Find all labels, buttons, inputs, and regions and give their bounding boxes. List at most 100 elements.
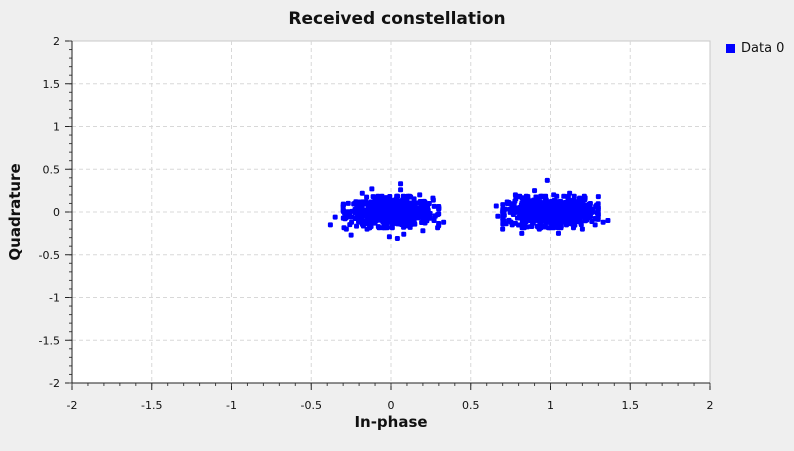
data-point xyxy=(345,200,351,206)
data-point xyxy=(403,221,409,227)
x-tick-label: 0 xyxy=(388,399,395,412)
data-point xyxy=(360,201,366,207)
legend: Data 0 xyxy=(726,41,784,56)
axes: -2 -1.5 -1 -0.5 0 0.5 1 1.5 2 2 1.5 1 0.5 0 -0.5 -1 -1.5… xyxy=(39,35,714,412)
data-point xyxy=(413,209,419,215)
data-point xyxy=(441,219,447,225)
data-point xyxy=(420,216,426,222)
data-point xyxy=(416,200,422,206)
data-point xyxy=(544,177,550,183)
data-point xyxy=(404,196,410,202)
data-point xyxy=(391,218,397,224)
data-point xyxy=(595,205,601,211)
data-point xyxy=(501,210,507,216)
data-point xyxy=(550,209,556,215)
data-point xyxy=(555,222,561,228)
data-point xyxy=(594,210,600,216)
data-point xyxy=(500,202,506,208)
data-point xyxy=(555,206,561,212)
data-point xyxy=(394,202,400,208)
data-point xyxy=(587,200,593,206)
data-point xyxy=(431,203,437,209)
data-point xyxy=(529,206,535,212)
data-point xyxy=(348,232,354,238)
data-point xyxy=(369,204,375,210)
data-point xyxy=(500,215,506,221)
data-point xyxy=(370,194,376,200)
data-point xyxy=(542,214,548,220)
data-point xyxy=(367,211,373,217)
x-tick-label: 1 xyxy=(547,399,554,412)
data-point xyxy=(576,211,582,217)
y-tick-label: -1.5 xyxy=(39,334,60,347)
data-points xyxy=(327,177,611,242)
data-point xyxy=(435,225,441,231)
data-point xyxy=(539,219,545,225)
data-point xyxy=(536,226,542,232)
data-point xyxy=(605,218,611,224)
y-axis-label: Quadrature xyxy=(6,163,24,260)
data-point xyxy=(572,203,578,209)
data-point xyxy=(516,215,522,221)
data-point xyxy=(436,220,442,226)
data-point xyxy=(386,234,392,240)
data-point xyxy=(398,187,404,193)
data-point xyxy=(580,212,586,218)
data-point xyxy=(383,209,389,215)
data-point xyxy=(343,213,349,219)
data-point xyxy=(538,193,544,199)
data-point xyxy=(579,226,585,232)
data-point xyxy=(587,205,593,211)
data-point xyxy=(431,218,437,224)
data-point xyxy=(517,193,523,199)
data-point xyxy=(529,223,535,229)
data-point xyxy=(551,203,557,209)
data-point xyxy=(372,220,378,226)
data-point xyxy=(506,217,512,223)
data-point xyxy=(564,207,570,213)
data-point xyxy=(522,204,528,210)
data-point xyxy=(511,201,517,207)
data-point xyxy=(377,209,383,215)
data-point xyxy=(500,226,506,232)
data-point xyxy=(398,181,404,187)
y-tick-label: -1 xyxy=(49,292,60,305)
data-point xyxy=(353,216,359,222)
data-point xyxy=(565,213,571,219)
data-point xyxy=(495,213,501,219)
data-point xyxy=(408,203,414,209)
data-point xyxy=(560,205,566,211)
data-point xyxy=(512,192,518,198)
data-point xyxy=(419,220,425,226)
data-point xyxy=(359,190,365,196)
data-point xyxy=(412,205,418,211)
data-point xyxy=(397,207,403,213)
data-point xyxy=(540,224,546,230)
data-point xyxy=(555,230,561,236)
data-point xyxy=(360,207,366,213)
data-point xyxy=(349,208,355,214)
data-point xyxy=(389,225,395,231)
data-point xyxy=(380,200,386,206)
y-tick-label: 2 xyxy=(53,35,60,48)
data-point xyxy=(364,194,370,200)
data-point xyxy=(493,203,499,209)
data-point xyxy=(504,200,510,206)
data-point xyxy=(571,216,577,222)
data-point xyxy=(561,193,567,199)
y-tick-label: -0.5 xyxy=(39,249,60,262)
data-point xyxy=(592,222,598,228)
data-point xyxy=(561,215,567,221)
data-point xyxy=(343,226,349,232)
data-point xyxy=(519,230,525,236)
data-point xyxy=(353,199,359,205)
legend-label: Data 0 xyxy=(741,41,785,56)
x-tick-label: -0.5 xyxy=(301,399,322,412)
x-tick-label: -2 xyxy=(67,399,78,412)
x-axis-label: In-phase xyxy=(354,413,427,431)
data-point xyxy=(571,225,577,231)
data-point xyxy=(567,190,573,196)
chart-title: Received constellation xyxy=(288,9,506,29)
y-tick-label: 1.5 xyxy=(43,78,61,91)
data-point xyxy=(528,218,534,224)
